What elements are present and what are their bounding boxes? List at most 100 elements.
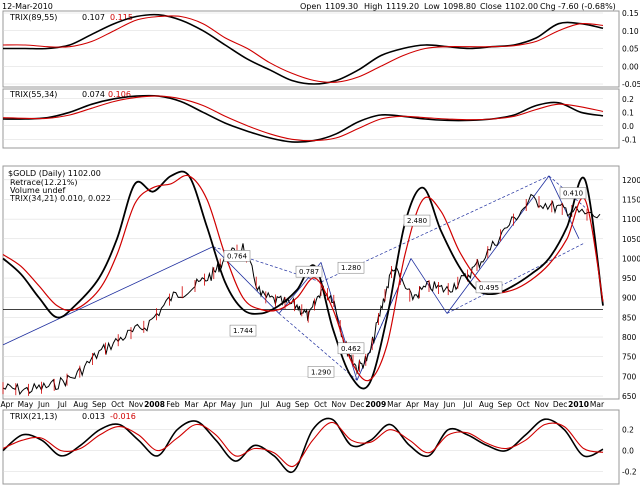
legend-trix-21-13: TRIX(21,13) 0.013 -0.016 [9, 412, 136, 421]
ytick-trix_21_13-0: 0.2 [622, 426, 634, 435]
ytick-trix_55_34-2: 0.0 [622, 122, 634, 131]
header-open: 1109.30 [325, 2, 358, 11]
xtick-22: Apr [406, 400, 420, 409]
xtick-27: Sep [498, 400, 512, 409]
fib-label-6: 1.744 [233, 327, 254, 335]
trend-line-0 [2, 246, 214, 346]
legend-retrace: Retrace(12.21%) [10, 178, 78, 187]
ytick-trix_55_34-0: 0.2 [622, 95, 634, 104]
ytick-price-2: 1100 [622, 215, 640, 224]
chart-marks: 0.15 0.10 0.05 0.00 -0.05 0.2 0.1 0.0 -0.1 0.2 0.0… [1, 9, 640, 477]
ytick-trix_55_34-3: -0.1 [622, 135, 637, 144]
fib-box-2 [337, 261, 365, 274]
fib-label-1: 0.787 [299, 268, 319, 276]
xtick-19: Dec [350, 400, 365, 409]
xtick-13: Jun [240, 400, 253, 409]
legend-trix-34-21: TRIX(34,21) 0.010, 0.022 [9, 194, 111, 203]
retrace-line-2 [278, 313, 358, 381]
fib-box-8 [337, 342, 365, 355]
ytick-price-9: 750 [622, 353, 637, 362]
price-title: $GOLD (Daily) 1102.00 [8, 169, 101, 178]
xtick-23: May [423, 400, 439, 409]
ytick-trix_21_13-2: -0.2 [622, 468, 637, 477]
legend-trix-89-55-name: TRIX(89,55) [9, 13, 57, 22]
legend-trix-55-34-name: TRIX(55,34) [9, 90, 57, 99]
ytick-price-0: 1200 [622, 176, 640, 185]
panel-trix-21-13 [2, 409, 620, 485]
ytick-price-6: 900 [622, 294, 637, 303]
ytick-price-11: 650 [622, 392, 637, 401]
ytick-trix_89_55-1: 0.10 [622, 27, 639, 36]
ytick-trix_89_55-2: 0.05 [622, 45, 639, 54]
panel-price [2, 165, 620, 400]
xtick-20: 2009 [365, 400, 386, 409]
ytick-trix_21_13-1: 0.0 [622, 447, 634, 456]
line-trix_55_34-trix [2, 94, 604, 143]
xtick-12: May [220, 400, 236, 409]
line-trix_89_55-signal [2, 15, 604, 83]
panel-trix-89-55 [2, 10, 620, 88]
xtick-14: Jul [260, 400, 270, 409]
header-open-label: Open [300, 2, 321, 11]
fib-box-6 [229, 324, 257, 337]
legend-trix-55-34-value: 0.074 [82, 90, 105, 99]
xtick-5: Sep [92, 400, 106, 409]
fib-label-8: 0.462 [341, 345, 361, 353]
legend-price: $GOLD (Daily) 1102.00 Retrace(12.21%) Vo… [8, 169, 111, 203]
legend-trix-89-55-value: 0.107 [82, 13, 105, 22]
retrace-line-4 [446, 242, 586, 314]
legend-trix-55-34: TRIX(55,34) 0.074 0.106 [9, 90, 131, 99]
fib-label-5: 0.495 [479, 284, 499, 292]
xtick-16: Sep [295, 400, 309, 409]
header-low-label: Low [424, 2, 440, 11]
xtick-29: Nov [534, 400, 549, 409]
ytick-trix_55_34-1: 0.1 [622, 108, 634, 117]
xtick-2: Jun [37, 400, 50, 409]
xtick-24: Jun [443, 400, 456, 409]
legend-trix-55-34-signal: 0.106 [108, 90, 131, 99]
header-date: 12-Mar-2010 [2, 2, 53, 11]
xtick-31: 2010 [568, 400, 589, 409]
retrace-line-0 [212, 246, 322, 283]
header-close-label: Close [480, 2, 502, 11]
xtick-4: Aug [73, 400, 88, 409]
line-trix_21_13-signal [2, 421, 604, 467]
ytick-price-10: 700 [622, 372, 637, 381]
fib-box-3 [403, 214, 431, 227]
ytick-price-1: 1150 [622, 195, 640, 204]
xtick-0: Apr [1, 400, 15, 409]
xtick-17: Oct [314, 400, 327, 409]
ytick-trix_89_55-3: 0.00 [622, 62, 639, 71]
fib-label-3: 2.480 [407, 217, 427, 225]
legend-volume: Volume undef [10, 186, 65, 195]
xtick-25: Jul [462, 400, 472, 409]
xtick-9: Feb [166, 400, 180, 409]
header-chg: -7.60 (-0.68%) [558, 2, 616, 11]
fib-box-0 [223, 250, 251, 262]
retrace-line-5 [548, 175, 586, 208]
xtick-7: Nov [129, 400, 144, 409]
ytick-price-7: 850 [622, 313, 637, 322]
ytick-price-3: 1050 [622, 235, 640, 244]
line-trix_55_34-signal [2, 95, 604, 142]
xtick-21: Mar [387, 400, 402, 409]
xtick-8: 2008 [144, 400, 165, 409]
ytick-trix_89_55-0: 0.15 [622, 9, 639, 18]
header-chg-label: Chg [540, 2, 556, 11]
line-trix_21_13-trix [2, 417, 604, 474]
fib-box-7 [307, 366, 335, 378]
xtick-1: May [18, 400, 34, 409]
ytick-price-4: 1000 [622, 254, 640, 263]
fib-box-1 [295, 265, 323, 278]
xtick-3: Jul [57, 400, 67, 409]
header-high-label: High [364, 2, 382, 11]
xtick-32: Mar [590, 400, 605, 409]
ytick-price-5: 950 [622, 274, 637, 283]
header-low: 1098.80 [443, 2, 476, 11]
fib-label-0: 0.764 [227, 252, 248, 260]
fib-label-2: 1.280 [341, 264, 361, 272]
header-high: 1119.20 [386, 2, 419, 11]
xtick-10: Mar [184, 400, 199, 409]
